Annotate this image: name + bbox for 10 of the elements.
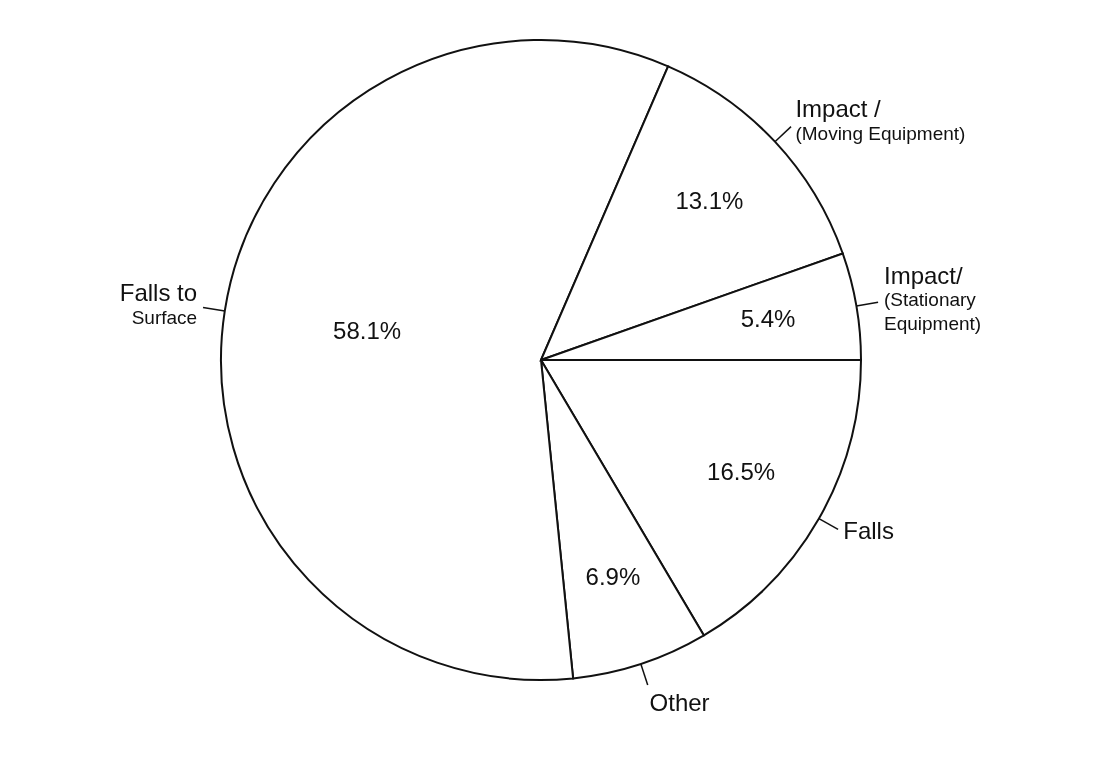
data-label: 6.9%: [585, 563, 641, 591]
slice-label: Impact/ (Stationary Equipment): [884, 261, 982, 335]
data-label: 16.5%: [707, 458, 776, 486]
slice-label: Other: [649, 688, 710, 716]
slice-label: Impact / (Moving Equipment): [795, 94, 966, 144]
data-label: 58.1%: [333, 317, 402, 345]
slice-label: Falls to Surface: [119, 278, 198, 328]
data-label: 5.4%: [740, 305, 796, 333]
data-label: 13.1%: [675, 187, 744, 215]
slice-label: Falls: [843, 516, 894, 544]
